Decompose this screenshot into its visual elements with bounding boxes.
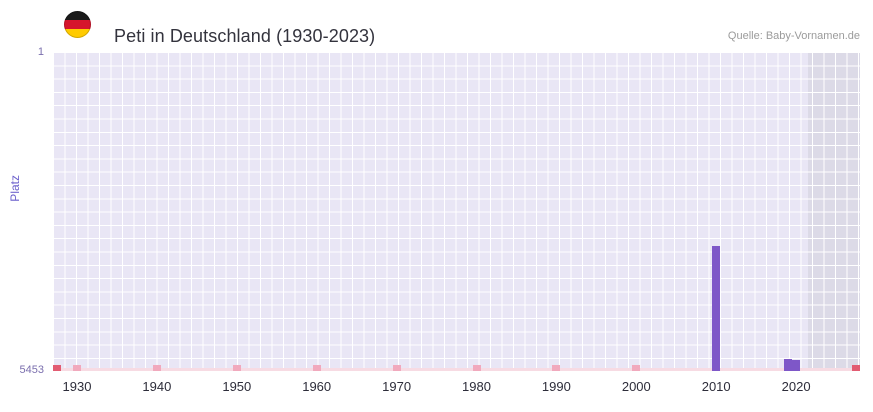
rank-bar-2019[interactable]: [784, 358, 793, 371]
baseline-edge-marker-right: [852, 365, 860, 371]
german-flag-icon: [64, 11, 91, 38]
baseline-marker-1980: [472, 365, 481, 371]
plot-area: [53, 52, 860, 371]
y-tick-label-bottom: 5453: [19, 364, 44, 376]
x-tick-label-2020: 2020: [781, 379, 811, 394]
baseline-marker-1990: [552, 365, 561, 371]
x-tick-label-1960: 1960: [302, 379, 332, 394]
x-tick-label-1940: 1940: [142, 379, 172, 394]
y-axis-title: Platz: [8, 175, 22, 202]
x-tick-label-1990: 1990: [541, 379, 571, 394]
x-axis: 1930 1940 1950 1960 1970 1980 1990 2000 2010 2020: [53, 379, 860, 399]
x-tick-label-1970: 1970: [382, 379, 412, 394]
x-tick-label-1950: 1950: [222, 379, 252, 394]
baseline-strip: [53, 368, 860, 371]
baseline-marker-1970: [392, 365, 401, 371]
grid-lines: [53, 52, 860, 371]
x-tick-label-2000: 2000: [621, 379, 651, 394]
rank-bar-2020[interactable]: [792, 360, 801, 371]
x-tick-label-1930: 1930: [62, 379, 92, 394]
baseline-marker-1940: [152, 365, 161, 371]
source-attribution: Quelle: Baby-Vornamen.de: [727, 30, 860, 42]
rank-bar-2010[interactable]: [712, 245, 721, 371]
x-tick-label-2010: 2010: [701, 379, 731, 394]
baseline-marker-1930: [73, 365, 81, 371]
baseline-marker-1960: [312, 365, 321, 371]
future-years-band: [808, 52, 860, 371]
x-tick-label-1980: 1980: [462, 379, 491, 394]
baseline-marker-2000: [632, 365, 641, 371]
baseline-edge-marker-left: [53, 365, 61, 371]
chart-title: Peti in Deutschland (1930-2023): [114, 26, 376, 47]
y-tick-label-top: 1: [37, 46, 44, 58]
baseline-marker-1950: [232, 365, 241, 371]
